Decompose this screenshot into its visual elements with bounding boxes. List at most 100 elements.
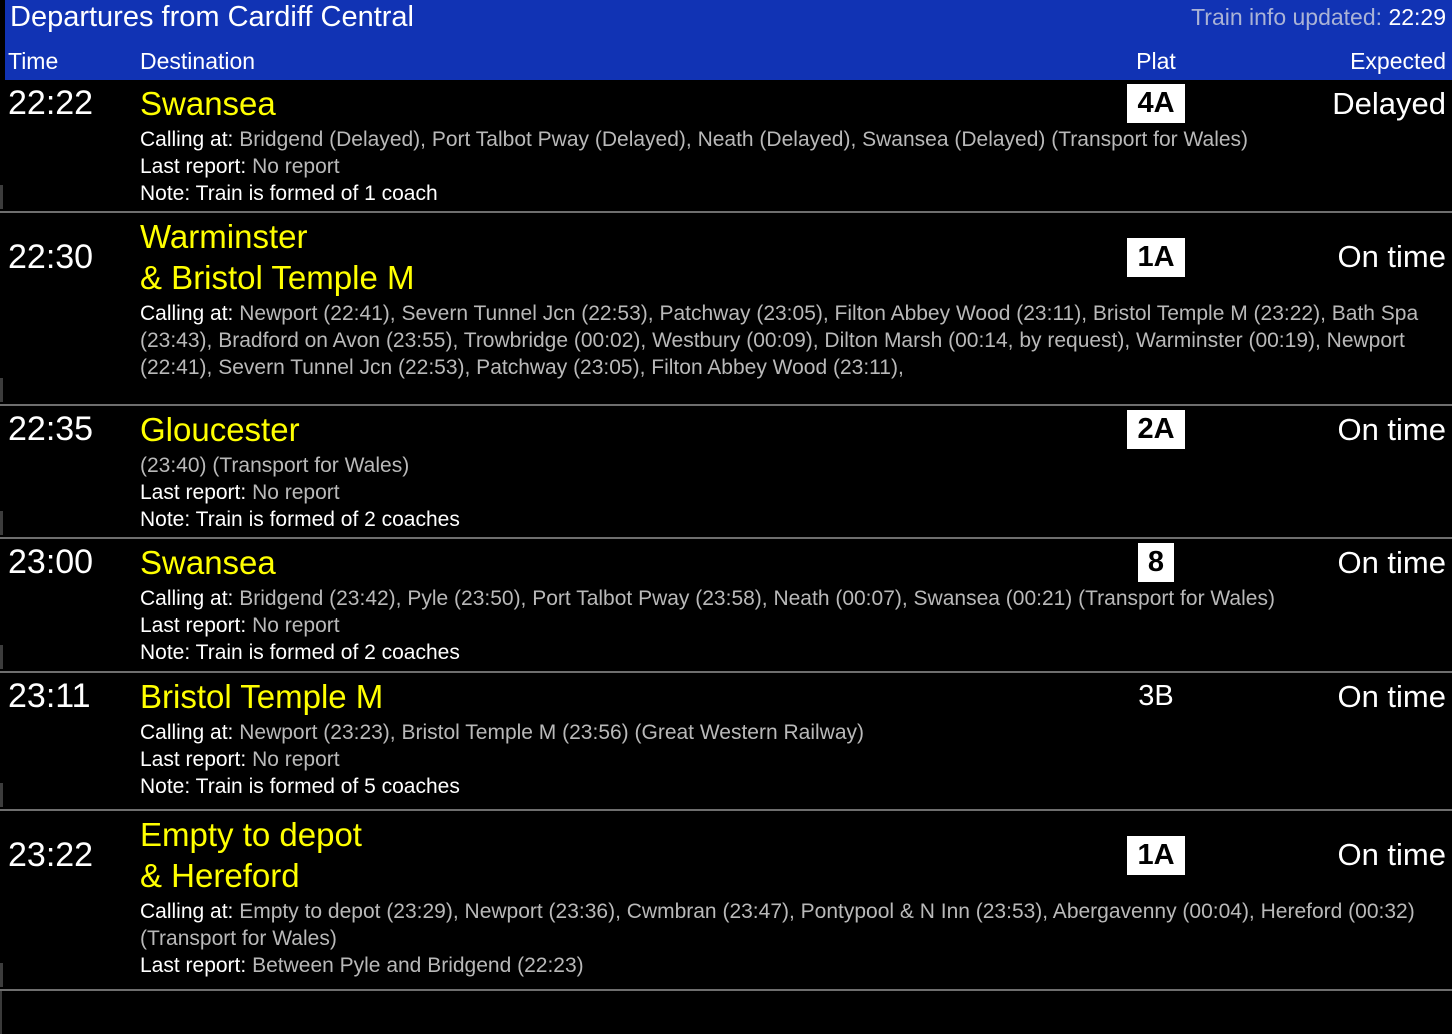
last-report: Last report: No report [140,612,1446,639]
header-left-edge [0,0,5,80]
column-header-platform: Plat [1136,48,1176,74]
note-value: Train is formed of 1 coach [195,182,438,205]
destination-line: Warminster [140,218,308,255]
destination-line: & Hereford [140,857,300,894]
calling-at-value: Newport (23:23), Bristol Temple M (23:56… [239,721,865,744]
last-report-label: Last report: [140,748,247,771]
destination: Empty to depot & Hereford [140,814,1086,896]
calling-at-label: Calling at: [140,721,234,744]
departure-time: 22:22 [8,84,94,122]
expected-status: On time [1337,411,1446,447]
last-report-value: No report [252,748,340,771]
platform-badge: 8 [1137,543,1175,582]
last-report: Last report: Between Pyle and Bridgend (… [140,952,1446,979]
destination-line: Bristol Temple M [140,678,384,715]
departure-headline: 23:00 Swansea 8 On time [8,542,1446,583]
last-report-value: No report [252,155,340,178]
departure-row: 23:22 Empty to depot & Hereford 1A On time Ca… [0,811,1452,991]
note-label: Note: [140,508,191,531]
departure-details: (23:40) (Transport for Wales) Last report… [140,452,1446,533]
column-header-destination: Destination [140,48,256,74]
destination-line: Empty to depot [140,816,362,853]
destination-line: Gloucester [140,411,300,448]
board-header: Departures from Cardiff Central Train in… [0,0,1452,80]
calling-at-value: Empty to depot (23:29), Newport (23:36),… [140,900,1415,950]
note-value: Train is formed of 5 coaches [195,775,460,798]
last-report-value: No report [252,481,340,504]
calling-at-value: Newport (22:41), Severn Tunnel Jcn (22:5… [140,302,1419,379]
platform-badge: 2A [1127,410,1185,449]
note-label: Note: [140,182,191,205]
calling-at: Calling at: Bridgend (23:42), Pyle (23:5… [140,585,1446,612]
calling-at-label: Calling at: [140,128,234,151]
calling-at-value: Bridgend (Delayed), Port Talbot Pway (De… [239,128,1249,151]
destination: Gloucester [140,409,1086,450]
note: Note: Train is formed of 2 coaches [140,639,1446,666]
departure-headline: 22:35 Gloucester 2A On time [8,409,1446,450]
calling-at: Calling at: Newport (22:41), Severn Tunn… [140,300,1446,381]
platform-text: 3B [1138,680,1174,712]
destination-line: Swansea [140,85,276,122]
departure-headline: 23:22 Empty to depot & Hereford 1A On time [8,814,1446,896]
departure-details: Calling at: Bridgend (Delayed), Port Tal… [140,126,1446,207]
platform-cell: 2A [1086,410,1226,449]
calling-at-label: Calling at: [140,302,234,325]
last-report-value: No report [252,614,340,637]
calling-at: Calling at: Newport (23:23), Bristol Tem… [140,719,1446,746]
departure-row: 23:00 Swansea 8 On time Calling at: Bridgend… [0,539,1452,673]
last-report-label: Last report: [140,155,247,178]
note-value: Train is formed of 2 coaches [195,641,460,664]
page-title: Departures from Cardiff Central [10,1,415,33]
last-report-label: Last report: [140,614,247,637]
calling-at-label: Calling at: [140,587,234,610]
calling-at-value: Bridgend (23:42), Pyle (23:50), Port Tal… [239,587,1275,610]
column-header-time: Time [8,48,59,74]
note-label: Note: [140,641,191,664]
calling-at: Calling at: Bridgend (Delayed), Port Tal… [140,126,1446,153]
departures-list: 22:22 Swansea 4A Delayed Calling at: Bridgen… [0,80,1452,991]
departure-details: Calling at: Bridgend (23:42), Pyle (23:5… [140,585,1446,666]
destination: Swansea [140,542,1086,583]
expected-status: On time [1337,678,1446,714]
platform-cell: 1A [1086,835,1226,875]
platform-cell: 4A [1086,84,1226,123]
note-label: Note: [140,775,191,798]
destination: Warminster & Bristol Temple M [140,216,1086,298]
expected-status: On time [1337,837,1446,872]
departure-details: Calling at: Newport (23:23), Bristol Tem… [140,719,1446,800]
last-report-label: Last report: [140,954,247,977]
last-report-value: Between Pyle and Bridgend (22:23) [252,954,584,977]
calling-at: Calling at: Empty to depot (23:29), Newp… [140,898,1446,952]
departure-details: Calling at: Empty to depot (23:29), Newp… [140,898,1446,979]
updated-label: Train info updated: [1191,4,1383,30]
departure-row: 22:22 Swansea 4A Delayed Calling at: Bridgen… [0,80,1452,213]
departure-row: 22:35 Gloucester 2A On time (23:40) (Transpo… [0,406,1452,539]
platform-badge: 1A [1127,237,1185,277]
last-report: Last report: No report [140,153,1446,180]
departure-row: 22:30 Warminster & Bristol Temple M 1A On ti… [0,213,1452,406]
expected-status: On time [1337,544,1446,580]
train-info-updated: Train info updated: 22:29 [1191,4,1446,31]
departure-row: 23:11 Bristol Temple M 3B On time Calling at… [0,673,1452,811]
last-report-label: Last report: [140,481,247,504]
destination: Swansea [140,83,1086,124]
note: Note: Train is formed of 2 coaches [140,506,1446,533]
calling-at-value: (23:40) (Transport for Wales) [140,454,410,477]
departure-time: 23:22 [8,835,94,874]
note: Note: Train is formed of 5 coaches [140,773,1446,800]
departure-time: 23:11 [8,677,91,715]
destination-line: & Bristol Temple M [140,259,415,296]
departure-time: 22:35 [8,410,94,448]
departure-time: 23:00 [8,543,94,581]
departure-details: Calling at: Newport (22:41), Severn Tunn… [140,300,1446,381]
last-report: Last report: No report [140,479,1446,506]
last-report: Last report: No report [140,746,1446,773]
bottom-filler [0,991,1452,1034]
updated-time: 22:29 [1388,4,1446,30]
note-value: Train is formed of 2 coaches [195,508,460,531]
expected-status: On time [1337,239,1446,274]
destination: Bristol Temple M [140,676,1086,717]
destination-line: Swansea [140,544,276,581]
departure-headline: 22:22 Swansea 4A Delayed [8,83,1446,124]
